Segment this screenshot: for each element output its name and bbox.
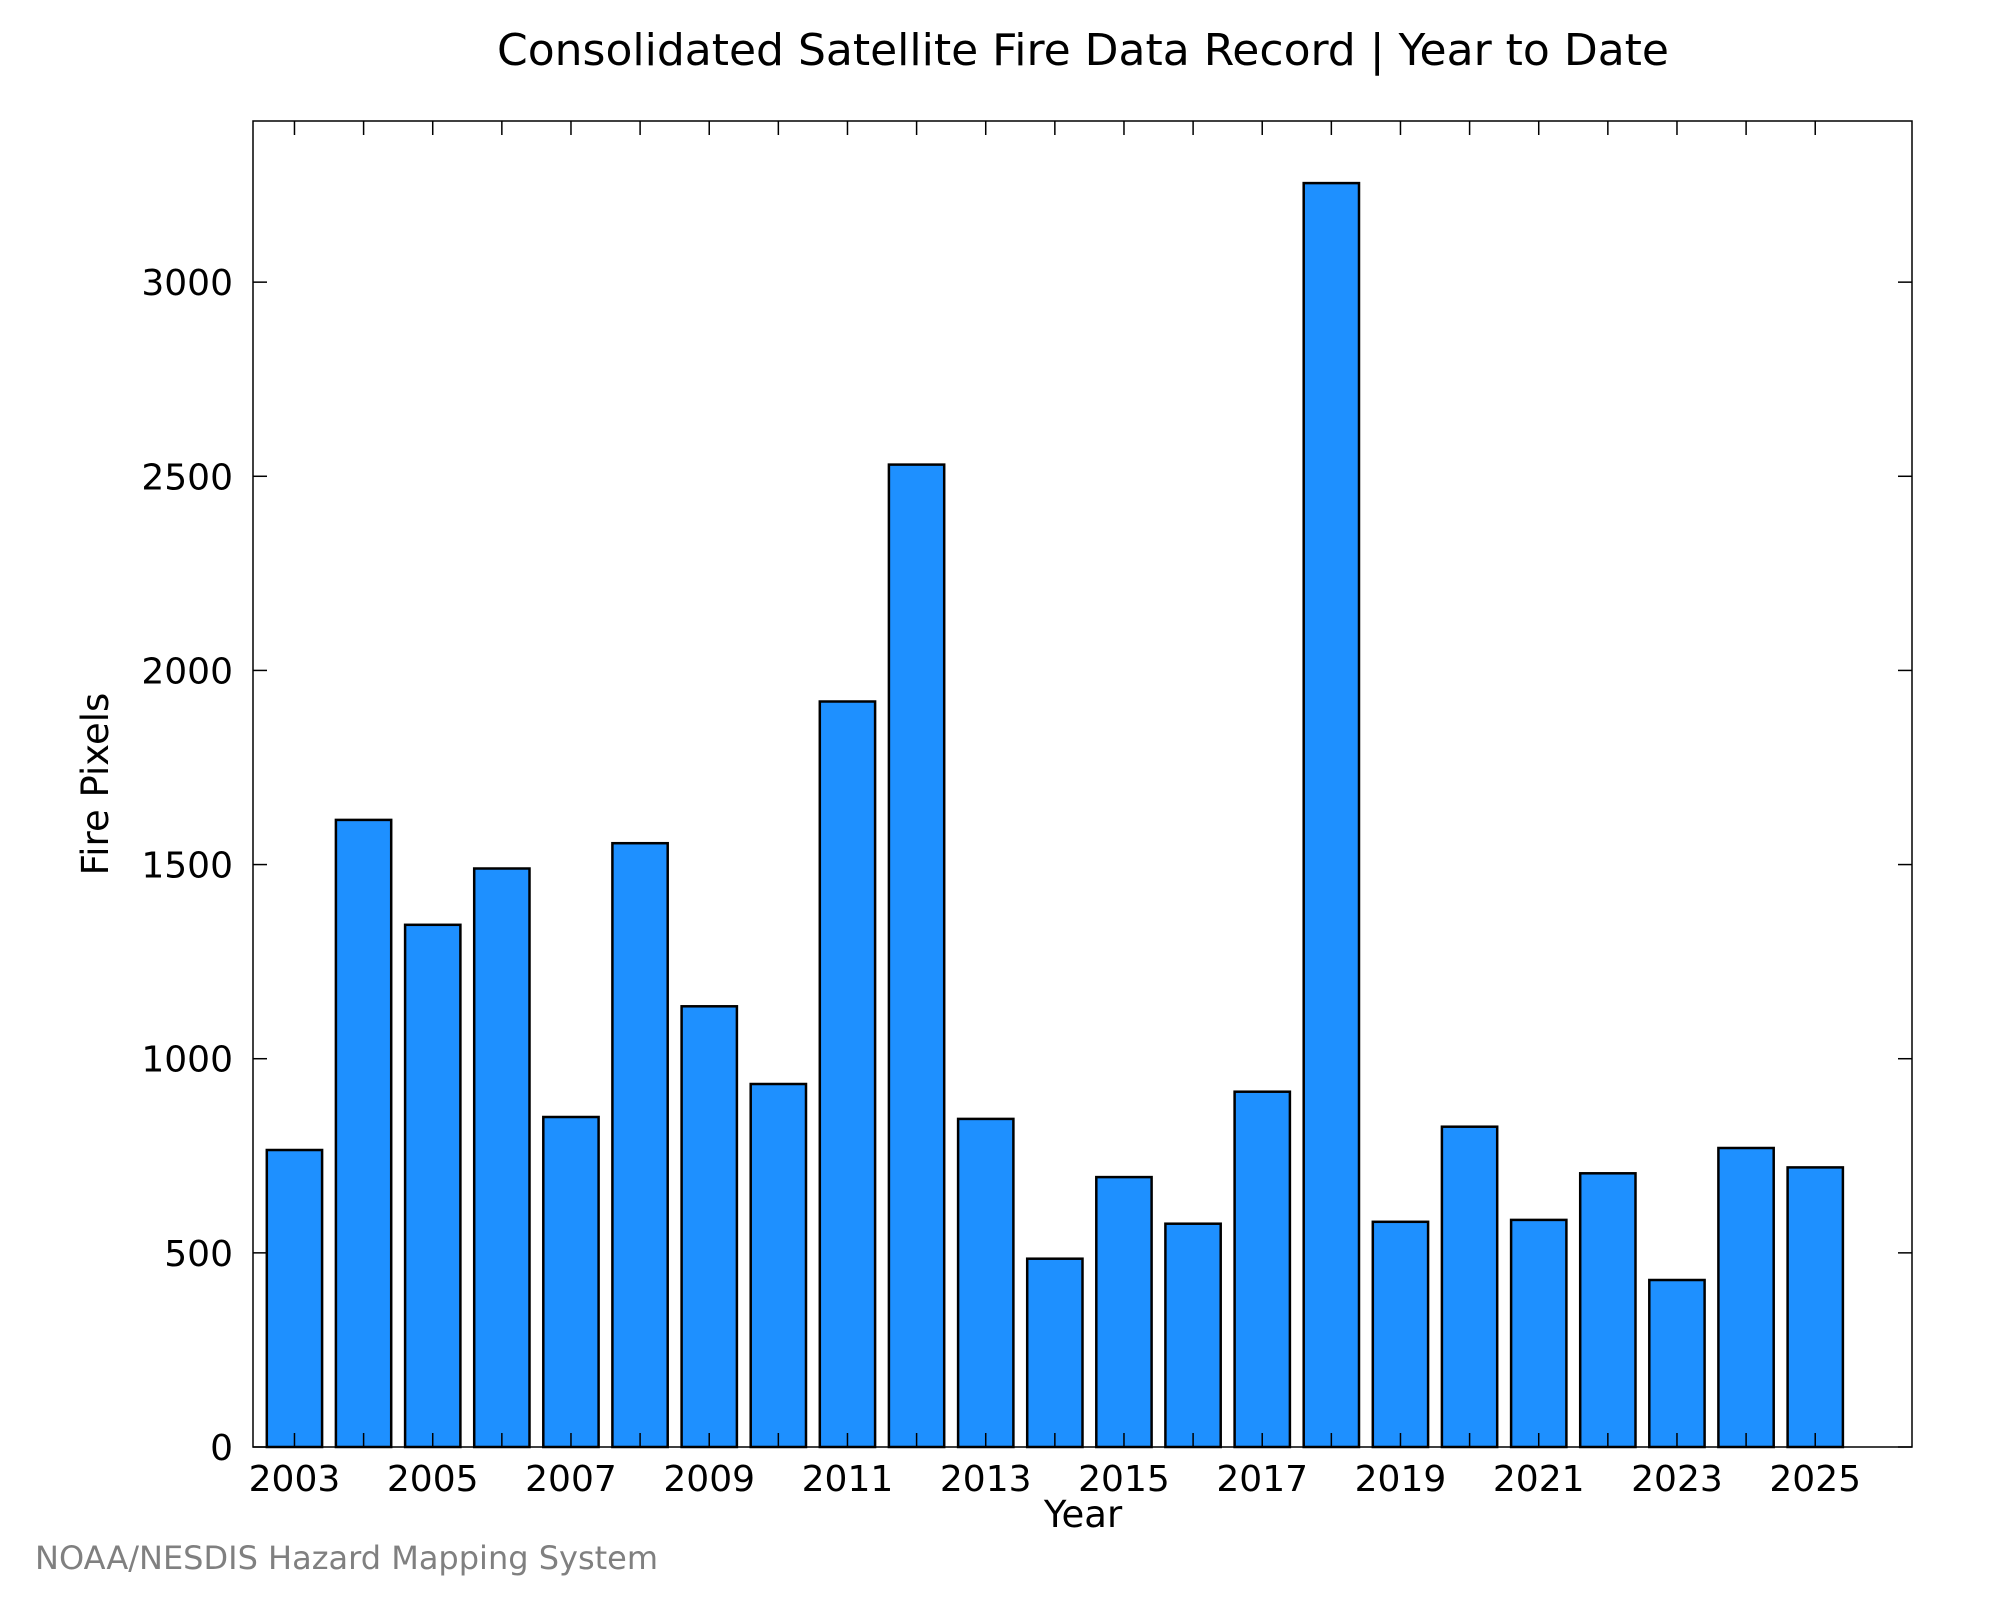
bar-2007 — [542, 1115, 600, 1449]
x-tick-label: 2017 — [1216, 1459, 1308, 1500]
x-tick-label: 2019 — [1355, 1459, 1447, 1500]
y-tick-label: 0 — [210, 1428, 233, 1469]
x-tick-label: 2003 — [249, 1459, 341, 1500]
y-tick-label: 2000 — [141, 651, 233, 692]
bar-2025 — [1786, 1166, 1845, 1449]
bar-2012 — [887, 463, 946, 1449]
credit-text: NOAA/NESDIS Hazard Mapping System — [35, 1539, 658, 1577]
bar-2018 — [1302, 181, 1361, 1449]
bar-2004 — [334, 818, 393, 1449]
bar-2021 — [1509, 1218, 1568, 1449]
bar-2016 — [1164, 1222, 1222, 1449]
bar-2015 — [1095, 1175, 1153, 1449]
y-axis-ticks: 0 500 1000 1500 2000 2500 3000 — [141, 263, 1912, 1469]
x-tick-label: 2013 — [940, 1459, 1032, 1500]
bar-2022 — [1578, 1172, 1637, 1449]
x-tick-label: 2011 — [802, 1459, 894, 1500]
bar-2020 — [1440, 1125, 1499, 1449]
bar-2008 — [611, 841, 669, 1449]
x-tick-label: 2009 — [663, 1459, 755, 1500]
y-tick-label: 1000 — [141, 1040, 233, 1081]
bar-2019 — [1371, 1220, 1430, 1449]
bar-2011 — [818, 700, 877, 1449]
x-tick-label: 2021 — [1493, 1459, 1585, 1500]
y-tick-label: 1500 — [141, 846, 233, 887]
x-tick-label: 2007 — [525, 1459, 617, 1500]
bar-2024 — [1717, 1146, 1775, 1449]
x-tick-label: 2025 — [1769, 1459, 1861, 1500]
x-axis-ticks: 2003 2005 2007 2009 2011 2013 2015 2017 2019 2021… — [249, 121, 1861, 1500]
x-tick-label: 2015 — [1078, 1459, 1170, 1500]
bar-2013 — [956, 1117, 1015, 1449]
bar-2005 — [403, 923, 462, 1449]
y-axis-label: Fire Pixels — [74, 693, 117, 876]
x-tick-label: 2023 — [1631, 1459, 1723, 1500]
x-tick-label: 2005 — [387, 1459, 479, 1500]
bar-2006 — [472, 867, 531, 1449]
bars-group — [265, 181, 1845, 1449]
bar-2023 — [1648, 1278, 1706, 1449]
chart-title: Consolidated Satellite Fire Data Record … — [497, 25, 1669, 76]
y-tick-label: 2500 — [141, 457, 233, 498]
bar-2010 — [749, 1082, 808, 1449]
bar-2014 — [1025, 1257, 1084, 1449]
bar-2003 — [265, 1148, 324, 1449]
bar-2017 — [1233, 1090, 1292, 1449]
y-tick-label: 500 — [164, 1234, 233, 1275]
y-tick-label: 3000 — [141, 263, 233, 304]
bar-2009 — [680, 1005, 739, 1449]
x-axis-label: Year — [1043, 1493, 1123, 1536]
